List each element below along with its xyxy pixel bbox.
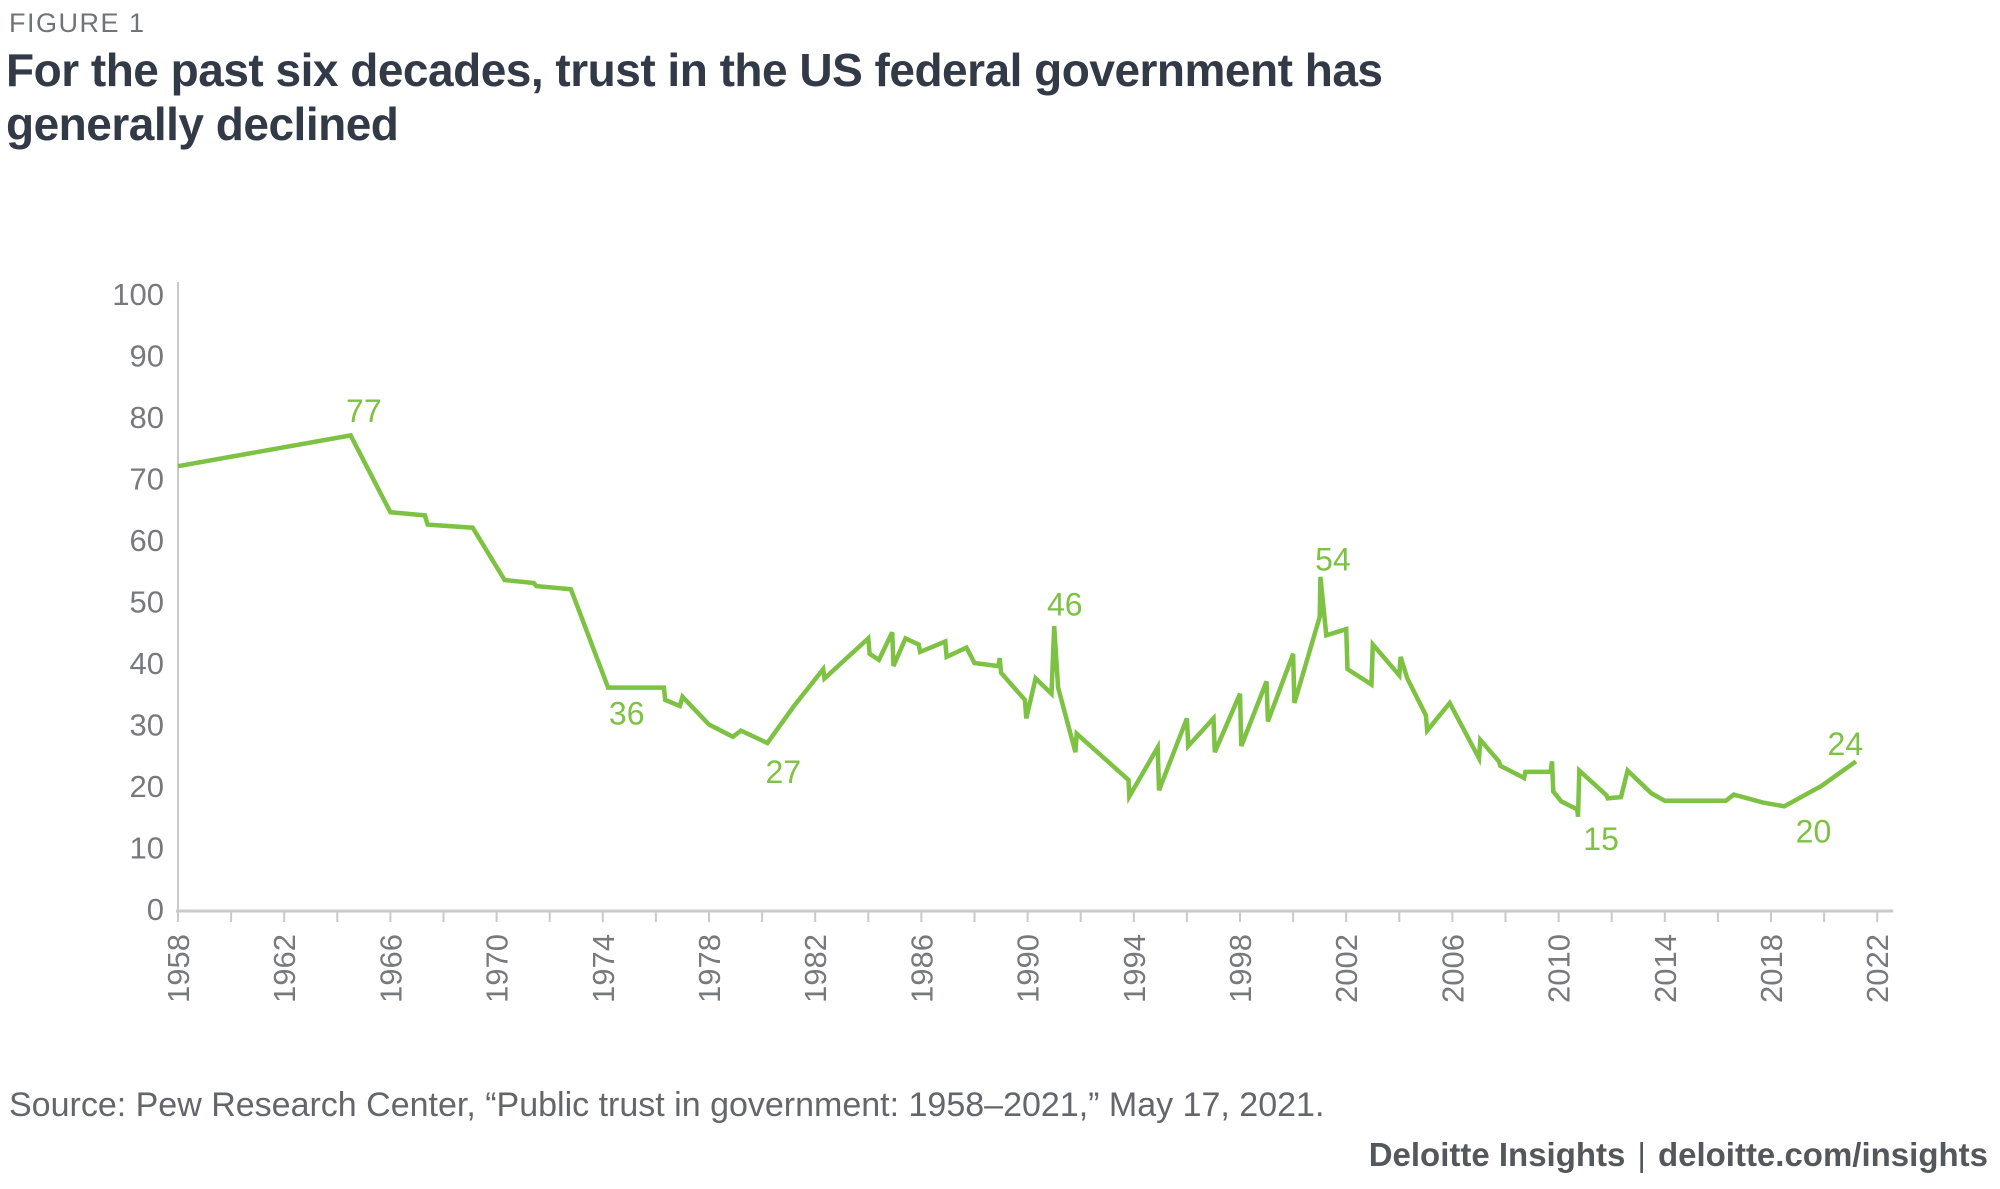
y-tick-label: 60 <box>130 523 164 558</box>
y-tick-label: 80 <box>130 400 164 435</box>
x-tick-label: 1970 <box>480 934 515 1003</box>
x-tick-label: 2010 <box>1542 934 1577 1003</box>
footer-url: deloitte.com/insights <box>1657 1136 1988 1173</box>
x-tick-label: 1966 <box>373 934 408 1003</box>
source-text: Source: Pew Research Center, “Public tru… <box>9 1086 1325 1124</box>
x-tick-label: 2014 <box>1648 934 1683 1003</box>
y-tick-label: 20 <box>130 769 164 804</box>
data-point-label-20: 20 <box>1796 814 1832 850</box>
data-point-label-46: 46 <box>1047 587 1083 623</box>
data-point-label-15: 15 <box>1583 821 1619 857</box>
x-tick-label: 1986 <box>904 934 939 1003</box>
footer-separator: | <box>1637 1136 1646 1173</box>
data-point-label-77: 77 <box>346 393 382 429</box>
y-tick-label: 0 <box>147 892 164 927</box>
x-tick-label: 1962 <box>267 934 302 1003</box>
trust-series-line <box>177 432 1858 818</box>
figure-label: FIGURE 1 <box>9 8 146 38</box>
chart-title: For the past six decades, trust in the U… <box>6 44 1383 152</box>
y-tick-label: 40 <box>130 646 164 681</box>
x-tick-label: 1974 <box>586 934 621 1003</box>
x-tick-label: 1958 <box>161 934 196 1003</box>
footer: Deloitte Insights | deloitte.com/insights <box>1369 1136 1988 1174</box>
x-tick-label: 1978 <box>692 934 727 1003</box>
footer-brand: Deloitte Insights <box>1368 1136 1626 1173</box>
y-tick-label: 30 <box>130 708 164 743</box>
data-point-label-54: 54 <box>1315 542 1351 578</box>
x-tick-label: 2022 <box>1860 934 1895 1003</box>
x-tick-label: 2002 <box>1329 934 1364 1003</box>
x-tick-label: 2006 <box>1435 934 1470 1003</box>
data-point-label-36: 36 <box>609 695 645 731</box>
x-tick-label: 1994 <box>1117 934 1152 1003</box>
y-tick-label: 50 <box>130 585 164 620</box>
x-tick-label: 1990 <box>1011 934 1046 1003</box>
chart-title-line2: generally declined <box>6 97 399 150</box>
y-tick-label: 100 <box>112 277 164 312</box>
y-tick-label: 10 <box>130 831 164 866</box>
data-point-label-24: 24 <box>1828 726 1864 762</box>
y-tick-label: 70 <box>130 462 164 497</box>
y-tick-label: 90 <box>130 339 164 374</box>
x-tick-label: 2018 <box>1754 934 1789 1003</box>
x-tick-label: 1982 <box>798 934 833 1003</box>
chart-title-line1: For the past six decades, trust in the U… <box>6 44 1383 96</box>
x-tick-label: 1998 <box>1223 934 1258 1003</box>
data-point-label-27: 27 <box>766 754 802 790</box>
